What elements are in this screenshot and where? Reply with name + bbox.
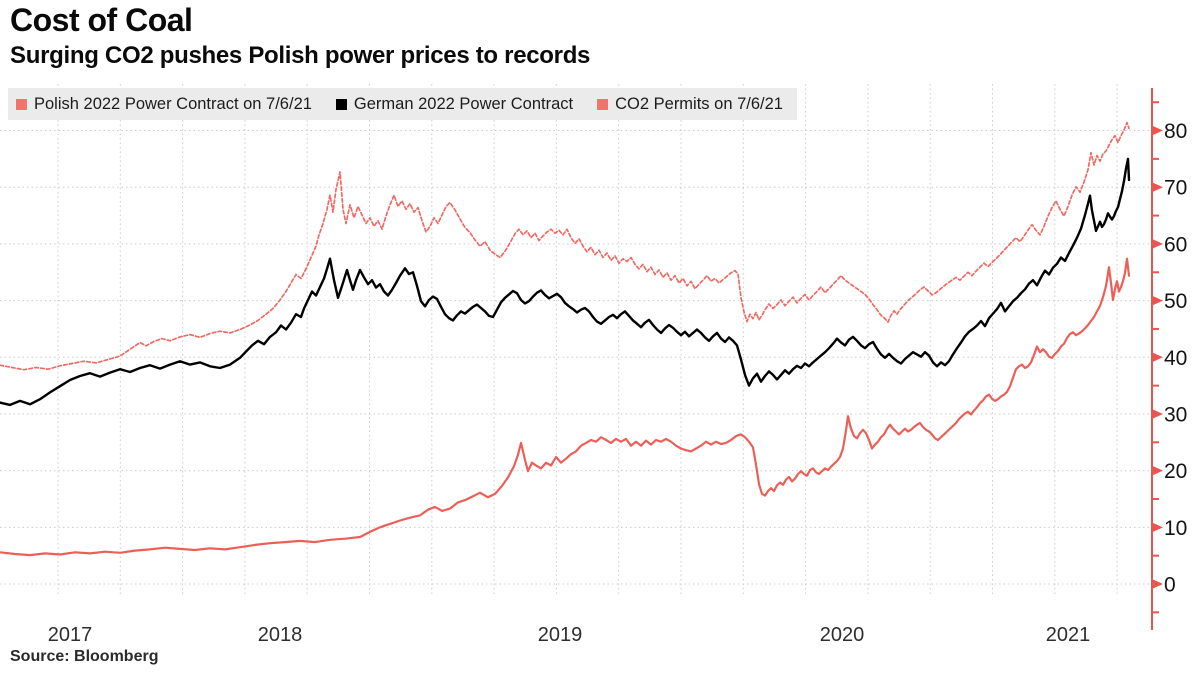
y-tick-label: 30 bbox=[1164, 403, 1187, 426]
chart-legend: Polish 2022 Power Contract on 7/6/21 Ger… bbox=[8, 88, 797, 120]
y-tick-label: 20 bbox=[1164, 460, 1187, 483]
y-tick-arrow-icon bbox=[1153, 126, 1163, 136]
x-tick-label: 2021 bbox=[1046, 624, 1091, 646]
y-tick-label: 10 bbox=[1164, 517, 1187, 540]
x-tick-label: 2018 bbox=[258, 624, 303, 646]
legend-item-german-contract: German 2022 Power Contract bbox=[335, 94, 574, 114]
series-line-2 bbox=[0, 257, 1131, 557]
y-tick-label: 80 bbox=[1164, 120, 1187, 143]
x-tick-label: 2017 bbox=[48, 624, 93, 646]
y-tick-label: 40 bbox=[1164, 347, 1187, 370]
page-title: Cost of Coal bbox=[10, 2, 193, 38]
y-tick-label: 0 bbox=[1164, 574, 1176, 597]
y-tick-arrow-icon bbox=[1153, 579, 1163, 589]
y-tick-arrow-icon bbox=[1153, 352, 1163, 362]
y-tick-arrow-icon bbox=[1153, 522, 1163, 532]
legend-item-label: CO2 Permits on 7/6/21 bbox=[615, 94, 783, 113]
y-tick-arrow-icon bbox=[1153, 296, 1163, 306]
legend-item-co2-permits: CO2 Permits on 7/6/21 bbox=[597, 95, 783, 114]
x-tick-label: 2020 bbox=[820, 624, 865, 646]
source-attribution: Source: Bloomberg bbox=[10, 648, 159, 665]
y-tick-arrow-icon bbox=[1153, 409, 1163, 419]
series-line-1 bbox=[0, 157, 1131, 407]
y-tick-arrow-icon bbox=[1153, 239, 1163, 249]
page-subtitle: Surging CO2 pushes Polish power prices t… bbox=[10, 42, 591, 69]
polish-contract-swatch-icon bbox=[16, 98, 27, 110]
series-line-0 bbox=[0, 121, 1130, 371]
y-tick-arrow-icon bbox=[1153, 466, 1163, 476]
y-tick-arrow-icon bbox=[1153, 182, 1163, 192]
y-tick-label: 60 bbox=[1164, 233, 1187, 256]
legend-item-label: German 2022 Power Contract bbox=[353, 94, 574, 113]
legend-item-label: Polish 2022 Power Contract on 7/6/21 bbox=[34, 94, 312, 113]
x-tick-label: 2019 bbox=[538, 624, 583, 646]
y-tick-label: 70 bbox=[1164, 177, 1187, 200]
legend-item-polish-contract: Polish 2022 Power Contract on 7/6/21 bbox=[16, 95, 312, 114]
y-tick-label: 50 bbox=[1164, 290, 1187, 313]
german-contract-swatch-icon bbox=[335, 98, 347, 110]
co2-permits-swatch-icon bbox=[597, 98, 609, 110]
